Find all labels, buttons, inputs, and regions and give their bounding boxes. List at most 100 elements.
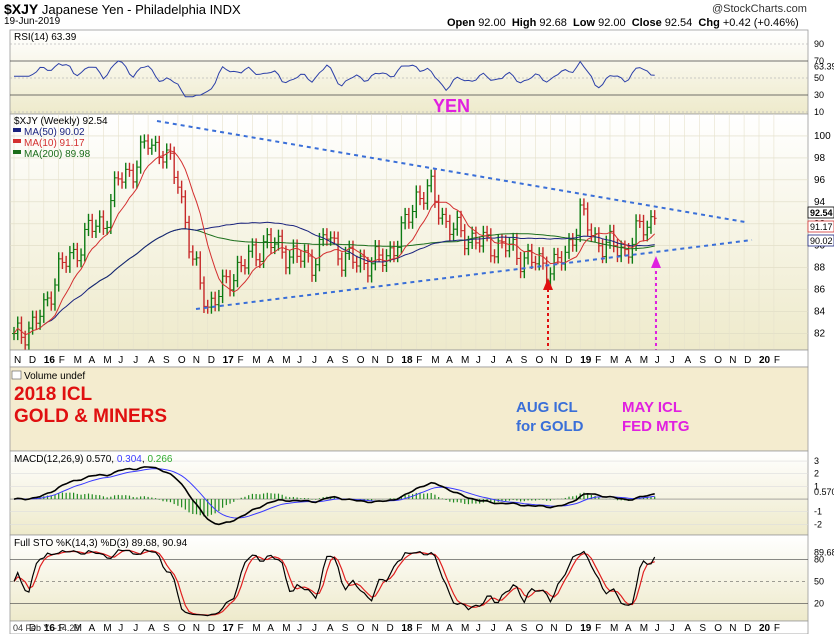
x-tick-label-bottom: A (89, 623, 96, 634)
x-tick-label-bottom: N (372, 623, 379, 634)
x-tick-label-bottom: M (103, 623, 111, 634)
rsi-tick: 10 (814, 107, 824, 117)
legend-price: $XJY (Weekly) 92.54 (14, 116, 108, 127)
annot-for-gold: for GOLD (516, 418, 584, 435)
legend-ma50: MA(50) 90.02 (24, 127, 85, 138)
x-tick-label: O (536, 355, 544, 366)
sto-d-line (13, 549, 655, 616)
x-tick-label-bottom: A (685, 623, 692, 634)
may-arrow-head (651, 256, 661, 268)
macd-tick: -2 (814, 519, 822, 529)
rsi-tick: 30 (814, 90, 824, 100)
x-tick-label: M (431, 355, 439, 366)
x-tick-label: J (297, 355, 302, 366)
price-legend: $XJY (Weekly) 92.54 MA(50) 90.02 MA(10) … (13, 116, 108, 160)
x-tick-label-bottom: N (193, 623, 200, 634)
x-tick-label-bottom: M (282, 623, 290, 634)
x-tick-label-bottom: F (59, 623, 65, 634)
macd-tick: 3 (814, 456, 819, 466)
price-panel: $XJY (Weekly) 92.54 MA(50) 90.02 MA(10) … (9, 96, 834, 388)
x-tick-label: A (685, 355, 692, 366)
lower-trendline (195, 239, 753, 310)
price-y-tick: 86 (814, 285, 826, 296)
rsi-tick: 50 (814, 73, 824, 83)
x-tick-label-bottom: A (446, 623, 453, 634)
yen-label: YEN (433, 96, 470, 116)
x-tick-label-bottom: M (252, 623, 260, 634)
macd-signal-line (13, 468, 655, 519)
ma10-line (13, 150, 656, 336)
x-tick-label-bottom: A (506, 623, 513, 634)
x-tick-label: D (387, 355, 394, 366)
x-tick-label: O (178, 355, 186, 366)
annot-2018-icl: 2018 ICL (14, 384, 93, 405)
sto-panel: 89.6880 50 20 Full STO %K(14,3) %D(3) 89.6… (9, 534, 834, 622)
x-tick-label: N (193, 355, 200, 366)
x-tick-label-bottom: D (29, 623, 36, 634)
x-tick-label: M (640, 355, 648, 366)
x-tick-label-bottom: O (357, 623, 365, 634)
price-y-tick: 100 (814, 131, 831, 142)
x-tick-label-bottom: F (774, 623, 780, 634)
x-tick-label: F (238, 355, 244, 366)
x-tick-label: F (774, 355, 780, 366)
x-tick-label: J (491, 355, 496, 366)
ohlc-readout: Open 92.00 High 92.68 Low 92.00 Close 92… (447, 17, 799, 29)
price-y-tick: 84 (814, 307, 826, 318)
x-tick-label-bottom: J (312, 623, 317, 634)
x-tick-label-bottom: O (178, 623, 186, 634)
macd-line (13, 466, 655, 526)
x-tick-label-bottom: D (208, 623, 215, 634)
sto-tick: 89.68 (814, 548, 834, 558)
price-y-tick: 94 (814, 197, 826, 208)
x-tick-label: A (89, 355, 96, 366)
x-tick-label: S (521, 355, 528, 366)
x-tick-label-bottom: J (118, 623, 123, 634)
x-tick-label-bottom: J (297, 623, 302, 634)
macd-tick: 1 (814, 481, 819, 491)
macd-tick: -1 (814, 507, 822, 517)
x-tick-label: D (565, 355, 572, 366)
x-tick-label: O (357, 355, 365, 366)
x-tick-label: M (103, 355, 111, 366)
x-tick-label-bottom: N (729, 623, 736, 634)
volume-panel: Volume undef 2018 ICL GOLD & MINERS AUG … (9, 366, 809, 452)
x-tick-label: M (461, 355, 469, 366)
x-tick-label-bottom: D (744, 623, 751, 634)
ma50-line (43, 221, 655, 326)
x-tick-label: F (59, 355, 65, 366)
x-tick-label: A (148, 355, 155, 366)
x-tick-label: J (133, 355, 138, 366)
price-y-tick: 96 (814, 175, 826, 186)
x-axis: N D 16 F M A M J J A S O N D 17 F M A M J J A S O N D 18 F M A M J J A S O N… (14, 355, 780, 366)
x-tick-label: J (312, 355, 317, 366)
x-tick-label: 16 (44, 355, 56, 366)
x-tick-label: J (476, 355, 481, 366)
annot-aug-icl: AUG ICL (516, 399, 578, 416)
x-tick-label-bottom: S (163, 623, 170, 634)
x-tick-label-bottom: F (238, 623, 244, 634)
x-tick-label: A (267, 355, 274, 366)
macd-tick: 0.570 (814, 487, 834, 497)
x-tick-label: N (729, 355, 736, 366)
price-bars (12, 134, 657, 352)
chart-title: $XJY Japanese Yen - Philadelphia INDX (4, 1, 241, 17)
x-tick-label-bottom: A (327, 623, 334, 634)
x-tick-label-bottom: M (640, 623, 648, 634)
x-tick-label-bottom: D (565, 623, 572, 634)
x-tick-label: M (252, 355, 260, 366)
x-tick-label: D (744, 355, 751, 366)
x-tick-label-bottom: S (521, 623, 528, 634)
x-tick-label: A (446, 355, 453, 366)
x-tick-label: F (595, 355, 601, 366)
x-tick-label-bottom: O (714, 623, 722, 634)
x-tick-label-bottom: A (625, 623, 632, 634)
x-tick-label-bottom: N (550, 623, 557, 634)
x-tick-label-bottom: O (536, 623, 544, 634)
sto-tick: 50 (814, 577, 824, 587)
rsi-tick: 63.39 (814, 62, 834, 72)
x-tick-label-bottom: J (670, 623, 675, 634)
x-tick-label: J (670, 355, 675, 366)
x-tick-label: A (625, 355, 632, 366)
